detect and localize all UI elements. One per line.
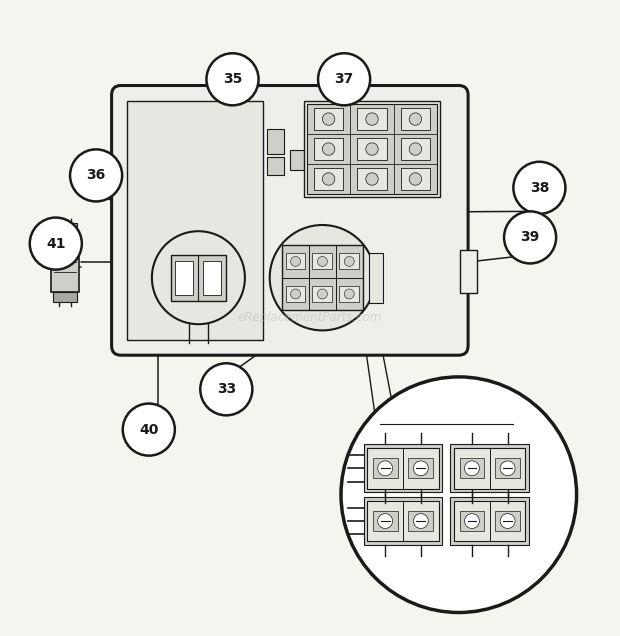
Bar	[339, 286, 359, 302]
Circle shape	[464, 461, 479, 476]
Bar	[367, 501, 439, 541]
Circle shape	[30, 218, 82, 270]
Circle shape	[206, 53, 259, 106]
Circle shape	[414, 514, 428, 529]
Circle shape	[200, 363, 252, 415]
Circle shape	[291, 256, 301, 266]
Circle shape	[378, 461, 392, 476]
Bar	[286, 286, 306, 302]
Bar	[282, 245, 363, 310]
Circle shape	[500, 514, 515, 529]
Bar	[307, 104, 437, 194]
Bar	[454, 448, 526, 488]
Bar	[459, 511, 484, 531]
Circle shape	[123, 404, 175, 455]
Bar	[401, 168, 430, 190]
Bar	[314, 168, 343, 190]
Text: 36: 36	[86, 169, 106, 183]
FancyBboxPatch shape	[112, 85, 468, 355]
Circle shape	[322, 143, 335, 155]
Bar	[460, 250, 477, 293]
Bar	[373, 511, 397, 531]
Circle shape	[322, 173, 335, 185]
Bar	[357, 168, 387, 190]
Text: 37: 37	[334, 73, 354, 86]
Circle shape	[513, 162, 565, 214]
Bar	[53, 292, 77, 302]
Bar	[312, 253, 332, 270]
Bar	[267, 129, 284, 154]
Text: eReplacementParts.com: eReplacementParts.com	[238, 312, 382, 324]
Bar	[495, 511, 520, 531]
Bar	[314, 138, 343, 160]
Polygon shape	[290, 150, 310, 170]
Circle shape	[318, 53, 370, 106]
Bar	[401, 108, 430, 130]
Circle shape	[500, 461, 515, 476]
Circle shape	[366, 143, 378, 155]
Bar	[267, 157, 284, 176]
Bar	[170, 255, 226, 301]
Bar	[363, 445, 443, 492]
Bar	[363, 497, 443, 545]
Text: 38: 38	[529, 181, 549, 195]
Text: 39: 39	[520, 230, 540, 244]
Text: 40: 40	[139, 422, 159, 436]
Circle shape	[409, 143, 422, 155]
Text: 33: 33	[216, 382, 236, 396]
Circle shape	[317, 256, 327, 266]
Circle shape	[70, 149, 122, 202]
Circle shape	[414, 461, 428, 476]
Bar	[450, 497, 529, 545]
Bar	[51, 232, 79, 292]
Bar	[409, 511, 433, 531]
Bar	[286, 253, 306, 270]
Circle shape	[344, 256, 354, 266]
Bar	[357, 108, 387, 130]
Bar	[450, 445, 529, 492]
Bar	[175, 261, 193, 295]
Bar	[339, 253, 359, 270]
Circle shape	[366, 173, 378, 185]
Circle shape	[291, 289, 301, 299]
Bar	[459, 459, 484, 478]
Circle shape	[378, 514, 392, 529]
Bar	[53, 223, 77, 232]
Bar	[401, 138, 430, 160]
Text: 41: 41	[46, 237, 66, 251]
Circle shape	[317, 289, 327, 299]
Bar	[314, 108, 343, 130]
Bar	[373, 459, 397, 478]
Circle shape	[504, 211, 556, 263]
Bar	[312, 286, 332, 302]
Circle shape	[270, 225, 375, 330]
Circle shape	[322, 113, 335, 125]
FancyBboxPatch shape	[127, 101, 263, 340]
Bar	[357, 138, 387, 160]
Bar	[304, 101, 440, 197]
Circle shape	[464, 514, 479, 529]
Text: 35: 35	[223, 73, 242, 86]
Circle shape	[409, 113, 422, 125]
Bar	[367, 448, 439, 488]
Circle shape	[409, 173, 422, 185]
Circle shape	[152, 232, 245, 324]
Circle shape	[341, 377, 577, 612]
Bar	[203, 261, 221, 295]
Bar	[454, 501, 526, 541]
Bar	[369, 253, 383, 303]
Bar	[495, 459, 520, 478]
Circle shape	[366, 113, 378, 125]
Circle shape	[344, 289, 354, 299]
Bar	[409, 459, 433, 478]
